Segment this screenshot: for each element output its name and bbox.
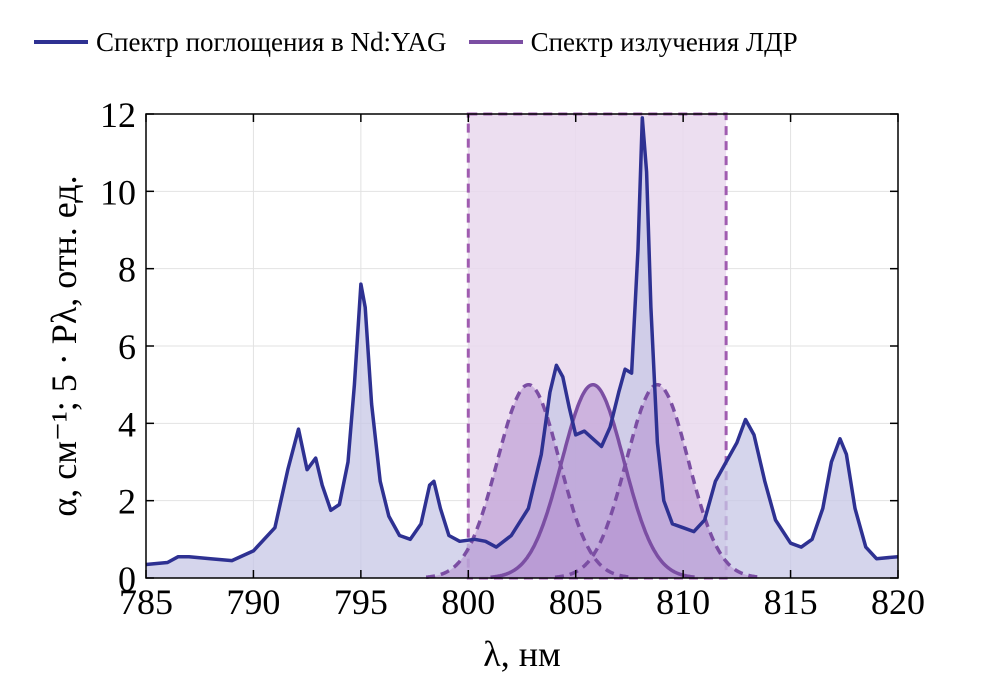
emission-fill-3 <box>554 384 760 578</box>
x-tick-label-810: 810 <box>656 582 710 622</box>
emission-line-1 <box>425 382 631 579</box>
series-lines <box>145 116 899 579</box>
legend-swatch-emission <box>468 40 523 44</box>
legend-item-emission: Спектр излучения ЛДР <box>468 26 798 58</box>
x-axis-label: λ, нм <box>483 634 561 674</box>
x-tick-label-805: 805 <box>549 582 603 622</box>
x-tick-label-820: 820 <box>871 582 925 622</box>
legend-item-absorption: Спектр поглощения в Nd:YAG <box>34 27 447 58</box>
x-tick-label-800: 800 <box>441 582 495 622</box>
emission-line-2 <box>490 382 695 579</box>
x-tick-label-785: 785 <box>119 582 173 622</box>
y-tick-label-8: 8 <box>118 250 136 290</box>
y-tick-label-6: 6 <box>118 327 136 367</box>
y-tick-label-12: 12 <box>100 95 136 135</box>
absorption-fill <box>146 117 898 579</box>
emission-line-3 <box>554 382 760 579</box>
x-tick-label-790: 790 <box>226 582 280 622</box>
y-axis-label: α, см⁻¹; 5 · Pλ, отн. ед. <box>44 175 84 516</box>
y-tick-label-4: 4 <box>118 404 136 444</box>
absorption-line <box>145 116 899 567</box>
y-tick-label-10: 10 <box>100 172 136 212</box>
legend-label-absorption: Спектр поглощения в Nd:YAG <box>96 26 447 57</box>
legend-swatch-absorption <box>34 40 88 44</box>
legend-label-emission: Спектр излучения ЛДР <box>530 26 798 57</box>
y-tick-label-2: 2 <box>118 482 136 522</box>
y-tick-label-0: 0 <box>118 559 136 599</box>
x-tick-label-815: 815 <box>764 582 818 622</box>
x-tick-label-795: 795 <box>334 582 388 622</box>
axis-ticks <box>145 113 899 579</box>
legend: Спектр поглощения в Nd:YAG Спектр излуче… <box>34 22 820 62</box>
